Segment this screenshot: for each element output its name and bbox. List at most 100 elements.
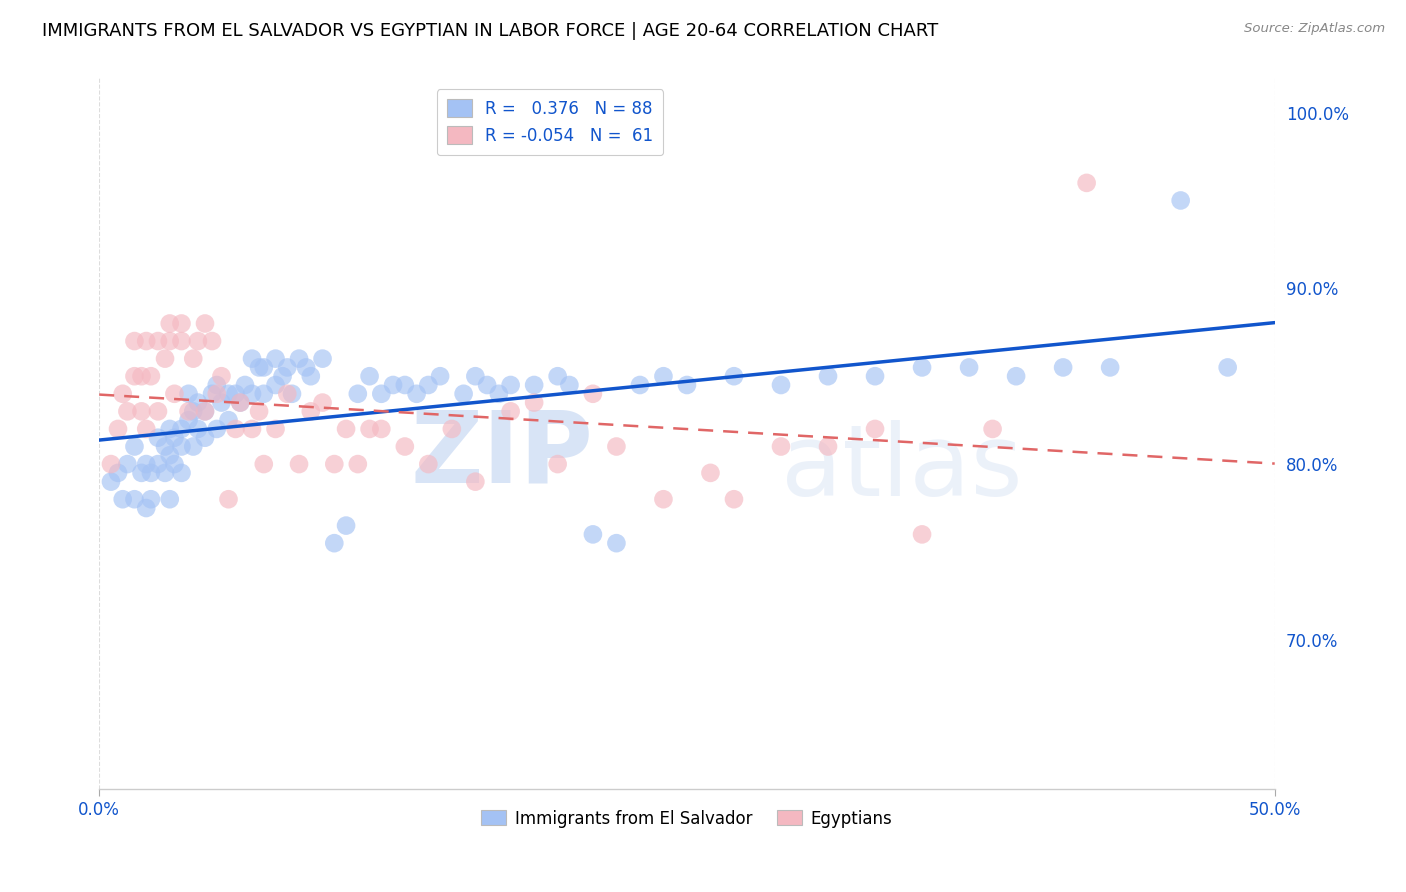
Point: [233, 378, 256, 392]
Point: [153, 351, 176, 366]
Point: [440, 422, 463, 436]
Point: [159, 492, 181, 507]
Point: [1099, 360, 1122, 375]
Point: [177, 386, 200, 401]
Point: [194, 404, 217, 418]
Point: [205, 386, 228, 401]
Point: [146, 404, 169, 418]
Point: [605, 536, 627, 550]
Point: [817, 440, 839, 454]
Point: [187, 334, 209, 348]
Point: [394, 440, 416, 454]
Point: [194, 317, 217, 331]
Point: [146, 334, 169, 348]
Point: [181, 440, 204, 454]
Point: [218, 413, 240, 427]
Point: [605, 440, 627, 454]
Point: [124, 440, 146, 454]
Point: [124, 334, 146, 348]
Point: [405, 386, 427, 401]
Point: [139, 466, 162, 480]
Point: [146, 431, 169, 445]
Point: [240, 351, 263, 366]
Point: [131, 466, 153, 480]
Point: [225, 386, 247, 401]
Point: [652, 369, 675, 384]
Point: [225, 422, 247, 436]
Point: [135, 334, 157, 348]
Point: [911, 527, 934, 541]
Point: [187, 395, 209, 409]
Point: [558, 378, 581, 392]
Point: [117, 404, 139, 418]
Point: [240, 422, 263, 436]
Point: [863, 422, 886, 436]
Point: [418, 457, 440, 471]
Point: [264, 378, 287, 392]
Point: [547, 369, 569, 384]
Point: [253, 457, 276, 471]
Point: [299, 404, 322, 418]
Point: [488, 386, 510, 401]
Point: [100, 457, 122, 471]
Point: [382, 378, 405, 392]
Point: [117, 457, 139, 471]
Text: ZIP: ZIP: [411, 406, 593, 503]
Point: [201, 334, 224, 348]
Point: [464, 369, 486, 384]
Point: [159, 448, 181, 462]
Point: [370, 386, 392, 401]
Point: [271, 369, 294, 384]
Point: [124, 492, 146, 507]
Point: [817, 369, 839, 384]
Point: [359, 369, 381, 384]
Point: [131, 369, 153, 384]
Point: [311, 351, 333, 366]
Point: [153, 466, 176, 480]
Point: [523, 378, 546, 392]
Point: [194, 404, 217, 418]
Point: [981, 422, 1004, 436]
Point: [346, 457, 368, 471]
Point: [264, 351, 287, 366]
Point: [911, 360, 934, 375]
Point: [170, 334, 193, 348]
Point: [100, 475, 122, 489]
Point: [187, 422, 209, 436]
Point: [107, 422, 129, 436]
Point: [429, 369, 451, 384]
Point: [139, 492, 162, 507]
Point: [159, 334, 181, 348]
Point: [699, 466, 721, 480]
Point: [247, 404, 270, 418]
Point: [582, 386, 605, 401]
Point: [323, 457, 346, 471]
Point: [135, 422, 157, 436]
Point: [453, 386, 475, 401]
Point: [499, 378, 522, 392]
Point: [957, 360, 980, 375]
Point: [253, 386, 276, 401]
Point: [170, 466, 193, 480]
Point: [135, 501, 157, 516]
Point: [335, 518, 357, 533]
Point: [1005, 369, 1028, 384]
Point: [769, 440, 792, 454]
Text: IMMIGRANTS FROM EL SALVADOR VS EGYPTIAN IN LABOR FORCE | AGE 20-64 CORRELATION C: IMMIGRANTS FROM EL SALVADOR VS EGYPTIAN …: [42, 22, 938, 40]
Point: [299, 369, 322, 384]
Point: [170, 317, 193, 331]
Point: [652, 492, 675, 507]
Point: [394, 378, 416, 392]
Point: [523, 395, 546, 409]
Point: [288, 351, 311, 366]
Point: [111, 492, 134, 507]
Point: [159, 317, 181, 331]
Point: [769, 378, 792, 392]
Point: [723, 492, 745, 507]
Point: [218, 492, 240, 507]
Point: [181, 404, 204, 418]
Point: [582, 527, 605, 541]
Point: [346, 386, 368, 401]
Point: [170, 422, 193, 436]
Point: [139, 369, 162, 384]
